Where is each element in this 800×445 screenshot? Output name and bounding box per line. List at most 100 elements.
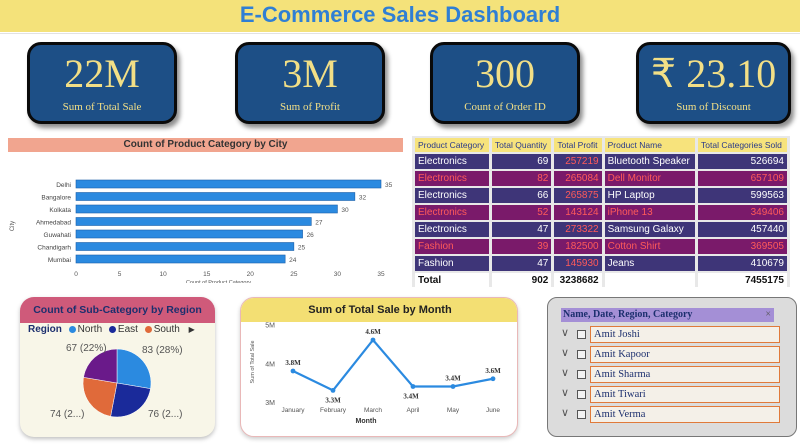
table-cell: 265875 — [554, 188, 602, 203]
slicer-item[interactable]: ∨ Amit Joshi — [561, 326, 781, 344]
data-label: 3.6M — [485, 367, 501, 375]
table-cell: 410679 — [698, 256, 787, 271]
bar — [75, 254, 286, 264]
slicer-item[interactable]: ∨ Amit Tiwari — [561, 386, 781, 404]
slicer-item-label[interactable]: Amit Tiwari — [590, 386, 780, 403]
kpi-value: ₹ 23.10 — [650, 51, 777, 96]
slicer-item-label[interactable]: Amit Sharma — [590, 366, 780, 383]
column-header[interactable]: Total Quantity — [491, 138, 552, 152]
data-label: 3.4M — [445, 375, 461, 383]
table-cell: 902 — [491, 273, 552, 288]
product-table[interactable]: Product Category Total Quantity Total Pr… — [412, 136, 790, 288]
bar-chart-title: Count of Product Category by City — [8, 138, 403, 152]
column-header[interactable]: Product Name — [604, 138, 696, 152]
y-tick-label: Delhi — [56, 182, 71, 189]
page-title: E-Commerce Sales Dashboard — [239, 2, 561, 27]
table-cell: Electronics — [415, 154, 489, 169]
table-row[interactable]: Fashion 39 182500 Cotton Shirt 369505 — [415, 239, 787, 254]
table-cell: Jeans — [604, 256, 696, 271]
checkbox[interactable] — [577, 390, 586, 399]
kpi-card-profit[interactable]: 3M Sum of Profit — [235, 42, 385, 124]
line-chart-title: Sum of Total Sale by Month — [241, 298, 517, 322]
slicer-item-label[interactable]: Amit Kapoor — [590, 346, 780, 363]
column-header[interactable]: Product Category — [415, 138, 489, 152]
chevron-down-icon[interactable]: ∨ — [561, 387, 570, 399]
table-row[interactable]: Electronics 47 273322 Samsung Galaxy 457… — [415, 222, 787, 237]
close-icon[interactable]: × — [765, 309, 771, 320]
table-cell: HP Laptop — [604, 188, 696, 203]
table-row[interactable]: Electronics 82 265084 Dell Monitor 65710… — [415, 171, 787, 186]
table-row[interactable]: Fashion 47 145930 Jeans 410679 — [415, 256, 787, 271]
pie-chart-panel[interactable]: Count of Sub-Category by Region Region N… — [20, 297, 215, 437]
table-cell: 273322 — [554, 222, 602, 237]
table-cell: 47 — [491, 222, 552, 237]
kpi-card-total-sale[interactable]: 22M Sum of Total Sale — [27, 42, 177, 124]
slicer-item[interactable]: ∨ Amit Sharma — [561, 366, 781, 384]
chevron-down-icon[interactable]: ∨ — [561, 347, 570, 359]
pie-slice — [82, 377, 118, 417]
kpi-value: 300 — [475, 51, 535, 96]
series-line — [292, 338, 494, 392]
legend-next-icon[interactable]: ▶ — [188, 325, 195, 334]
table-cell: 47 — [491, 256, 552, 271]
table-row[interactable]: Electronics 69 257219 Bluetooth Speaker … — [415, 154, 787, 169]
y-tick-label: Kolkata — [49, 207, 71, 214]
table-cell: Bluetooth Speaker — [604, 154, 696, 169]
kpi-card-order-count[interactable]: 300 Count of Order ID — [430, 42, 580, 124]
y-tick-label: Mumbai — [48, 257, 71, 264]
x-tick-label: 20 — [247, 271, 255, 278]
column-header[interactable]: Total Categories Sold — [698, 138, 787, 152]
pie-chart: 83 (28%) 76 (2...) 74 (2...) 67 (22%) — [50, 343, 183, 420]
x-tick-label: April — [406, 407, 420, 414]
table-cell: Fashion — [415, 239, 489, 254]
data-label: 30 — [341, 207, 349, 214]
y-tick-label: 4M — [265, 361, 275, 368]
checkbox[interactable] — [577, 350, 586, 359]
column-header[interactable]: Total Profit — [554, 138, 602, 152]
checkbox[interactable] — [577, 330, 586, 339]
chevron-down-icon[interactable]: ∨ — [561, 367, 570, 379]
x-tick-label: 0 — [74, 271, 78, 278]
table-cell: 7455175 — [698, 273, 787, 288]
y-tick-label: Bangalore — [41, 195, 71, 202]
table-cell: 599563 — [698, 188, 787, 203]
legend-item[interactable]: North — [77, 324, 103, 335]
table-cell: 3238682 — [554, 273, 602, 288]
data-label: 3.3M — [325, 396, 341, 404]
x-tick-label: 35 — [377, 271, 385, 278]
bar-chart: City Delhi 35 Bangalore 32 Kolkata 30 Ahmedabad… — [10, 179, 393, 283]
name-slicer[interactable]: Name, Date, Region, Category × ∨ Amit Jo… — [547, 297, 797, 437]
kpi-card-discount[interactable]: ₹ 23.10 Sum of Discount — [636, 42, 791, 124]
legend-item[interactable]: South — [153, 324, 180, 335]
legend-item[interactable]: East — [117, 324, 138, 335]
table-cell: Cotton Shirt — [604, 239, 696, 254]
slicer-item[interactable]: ∨ Amit Kapoor — [561, 346, 781, 364]
checkbox[interactable] — [577, 410, 586, 419]
bar — [75, 229, 303, 239]
chevron-down-icon[interactable]: ∨ — [561, 327, 570, 339]
chevron-down-icon[interactable]: ∨ — [561, 407, 570, 419]
slicer-header[interactable]: Name, Date, Region, Category × — [561, 308, 774, 322]
table-cell: Electronics — [415, 205, 489, 220]
checkbox[interactable] — [577, 370, 586, 379]
table-row[interactable]: Electronics 66 265875 HP Laptop 599563 — [415, 188, 787, 203]
table-cell: 69 — [491, 154, 552, 169]
line-chart-panel[interactable]: Sum of Total Sale by Month 5M 4M 3M Sum of … — [240, 297, 518, 437]
bar-chart-panel[interactable]: Count of Product Category by City City De… — [8, 138, 403, 283]
slicer-header-label: Name, Date, Region, Category — [563, 309, 693, 320]
slicer-item-label[interactable]: Amit Verma — [590, 406, 780, 423]
kpi-value: 22M — [64, 51, 140, 96]
bar — [75, 242, 295, 251]
bar — [75, 192, 356, 201]
x-tick-label: 30 — [334, 271, 342, 278]
table-cell: 457440 — [698, 222, 787, 237]
table-row[interactable]: Electronics 52 143124 iPhone 13 349406 — [415, 205, 787, 220]
data-point — [330, 387, 336, 393]
table-cell: Electronics — [415, 222, 489, 237]
slicer-item-label[interactable]: Amit Joshi — [590, 326, 780, 343]
slicer-item[interactable]: ∨ Amit Verma — [561, 406, 781, 424]
pie-data-label: 67 (22%) — [66, 343, 107, 354]
line-chart: 5M 4M 3M Sum of Total Sale 3.8M January 3.3M Fe… — [250, 323, 501, 426]
legend-dot-icon — [108, 325, 116, 333]
